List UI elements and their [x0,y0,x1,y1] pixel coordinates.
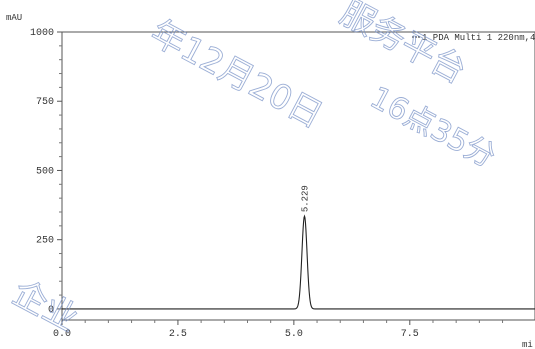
peak-label: 5.229 [300,185,310,212]
watermark-time: 16点35分 [364,80,501,175]
watermark: 年12月20日 16点35分 服务平台 企业 [5,0,501,340]
legend-entry: 1 PDA Multi 1 220nm,4n [422,33,535,43]
y-tick-label: 1000 [30,28,54,39]
watermark-service: 服务平台 [334,0,473,92]
x-tick-label: 7.5 [401,329,419,340]
x-tick-label: 5.0 [285,329,303,340]
x-tick-label: 2.5 [169,329,187,340]
y-tick-label: 250 [36,236,54,247]
y-tick-label: 750 [36,97,54,108]
plot-frame [61,31,535,321]
y-tick-label: 500 [36,166,54,177]
y-axis-unit-label: mAU [6,13,22,23]
x-tick-label: 0.0 [53,329,71,340]
watermark-corner: 企业 [6,273,85,340]
chromatogram-trace [62,214,535,310]
x-axis-unit-label: mi [522,340,533,349]
y-axis: 0 250 500 750 1000 [30,28,62,316]
y-tick-label: 0 [48,305,54,316]
watermark-date: 年12月20日 [144,13,329,137]
x-axis: 0.0 2.5 5.0 7.5 [53,320,504,340]
